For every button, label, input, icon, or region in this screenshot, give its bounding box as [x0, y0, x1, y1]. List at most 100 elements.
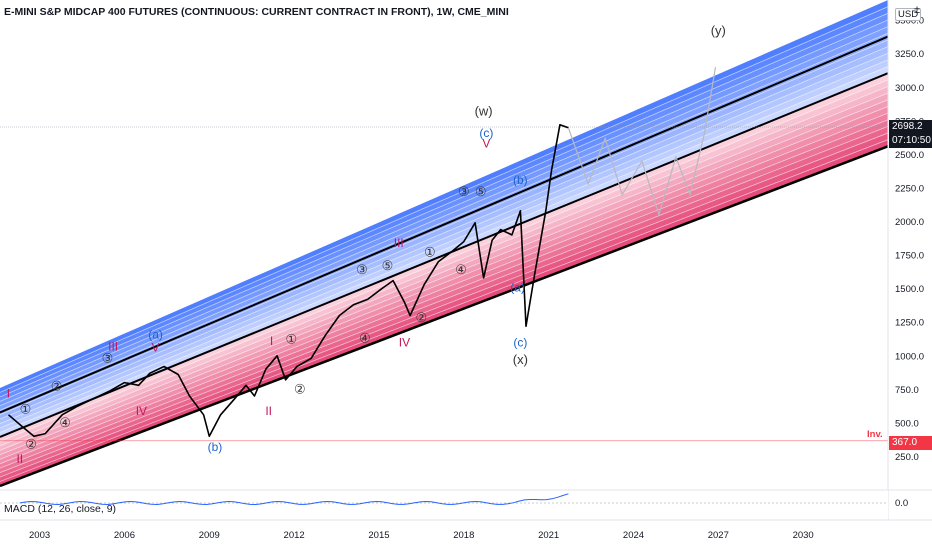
- channel-line: [0, 132, 888, 478]
- channel-line: [0, 79, 888, 442]
- channel-band: [0, 39, 888, 420]
- wave-label: (a): [148, 327, 163, 341]
- channel-band: [0, 46, 888, 424]
- last-price-value: 2698.2: [892, 121, 923, 132]
- channel-band: [0, 26, 888, 411]
- channel-line: [0, 86, 888, 447]
- channel-line: [0, 92, 888, 451]
- price-axis: [888, 0, 932, 550]
- y-tick-label: 1750.0: [895, 251, 924, 262]
- wave-label: I: [7, 386, 10, 400]
- wave-label: ⑤: [382, 258, 394, 273]
- countdown-value: 07:10:50: [892, 135, 931, 146]
- macd-pane: [0, 490, 888, 520]
- y-tick-label: 3000.0: [895, 83, 924, 94]
- wave-label: (b): [208, 440, 223, 454]
- channel-line: [0, 126, 888, 473]
- wave-label: III: [394, 236, 404, 250]
- wave-label: (w): [475, 103, 493, 118]
- wave-label: ②: [294, 381, 306, 396]
- channel-line: [0, 46, 888, 420]
- channel-line: [0, 112, 888, 465]
- channel-band: [0, 106, 888, 464]
- wave-label: ①: [285, 332, 297, 347]
- channel-band: [0, 53, 888, 429]
- wave-label: (b): [513, 173, 528, 187]
- y-tick-label: 1000.0: [895, 351, 924, 362]
- price-series-line: [7, 124, 569, 438]
- wave-label: V: [482, 137, 490, 151]
- y-tick-label: 1250.0: [895, 318, 924, 329]
- channel-band: [0, 86, 888, 451]
- channel-band: [0, 113, 888, 469]
- wave-label: ①: [20, 401, 32, 416]
- channel-line: [0, 52, 888, 424]
- wave-label: ④: [455, 262, 467, 277]
- channel-band: [0, 59, 888, 433]
- channel-line: [0, 59, 888, 429]
- channel-quarter-line: [0, 35, 888, 414]
- channel-bands: [0, 0, 888, 488]
- wave-label: ③: [458, 184, 470, 199]
- wave-label: III: [108, 339, 118, 353]
- x-tick-label: 2012: [284, 530, 305, 541]
- channel-band: [0, 119, 888, 473]
- channel-line: [0, 139, 888, 482]
- macd-indicator-label[interactable]: MACD (12, 26, close, 9): [4, 503, 117, 515]
- channel-line: [0, 119, 888, 469]
- invalidation-price-tag: 367.0: [889, 436, 932, 450]
- wave-label: (a): [510, 280, 525, 294]
- macd-axis-tick: 0.0: [895, 498, 908, 509]
- wave-label: ①: [424, 244, 436, 259]
- channel-line: [0, 39, 888, 416]
- y-tick-label: 2250.0: [895, 183, 924, 194]
- wave-label: II: [265, 404, 272, 418]
- channel-line: [0, 12, 888, 398]
- y-tick-label: 2000.0: [895, 217, 924, 228]
- y-tick-label: 1500.0: [895, 284, 924, 295]
- wave-label: ②: [51, 379, 63, 394]
- channel-band: [0, 6, 888, 397]
- channel-line: [0, 145, 888, 488]
- channel-line: [0, 26, 888, 407]
- wave-label: ②: [416, 310, 428, 325]
- wave-label: IV: [399, 335, 410, 349]
- wave-label: ④: [359, 330, 371, 345]
- channel-line: [0, 72, 888, 438]
- channel-band: [0, 13, 888, 402]
- channel-band: [0, 139, 888, 486]
- currency-badge[interactable]: USD: [895, 8, 922, 21]
- channel-band: [0, 93, 888, 455]
- channel-band: [0, 79, 888, 446]
- last-price-tag: 2698.2: [889, 120, 932, 134]
- wave-label: ③: [356, 262, 368, 277]
- x-tick-label: 2021: [538, 530, 559, 541]
- channel-line: [0, 66, 888, 433]
- wave-label: I: [270, 334, 273, 348]
- y-tick-label: 3500.0: [895, 16, 924, 27]
- wave-label: ④: [59, 415, 71, 430]
- wave-label: ②: [25, 436, 37, 451]
- channel-band: [0, 0, 888, 393]
- projection-path: [567, 67, 717, 217]
- x-tick-label: 2015: [368, 530, 389, 541]
- wave-label: (y): [711, 23, 726, 38]
- channel-band: [0, 99, 888, 460]
- macd-line: [19, 493, 569, 506]
- channel-band: [0, 126, 888, 478]
- wave-label: ⑤: [475, 184, 487, 199]
- countdown-tag: 07:10:50: [889, 134, 932, 148]
- x-tick-label: 2006: [114, 530, 135, 541]
- y-tick-label: 750.0: [895, 385, 919, 396]
- wave-label: II: [16, 452, 23, 466]
- y-tick-label: 500.0: [895, 418, 919, 429]
- channel-band: [0, 66, 888, 437]
- channel-line: [0, 19, 888, 402]
- wave-label: (c): [479, 126, 493, 140]
- chart-title: E-MINI S&P MIDCAP 400 FUTURES (CONTINUOU…: [4, 6, 509, 18]
- channel-band: [0, 19, 888, 406]
- gear-icon[interactable]: ±: [914, 4, 921, 16]
- channel-line: [0, 99, 888, 456]
- channel-line: [0, 106, 888, 460]
